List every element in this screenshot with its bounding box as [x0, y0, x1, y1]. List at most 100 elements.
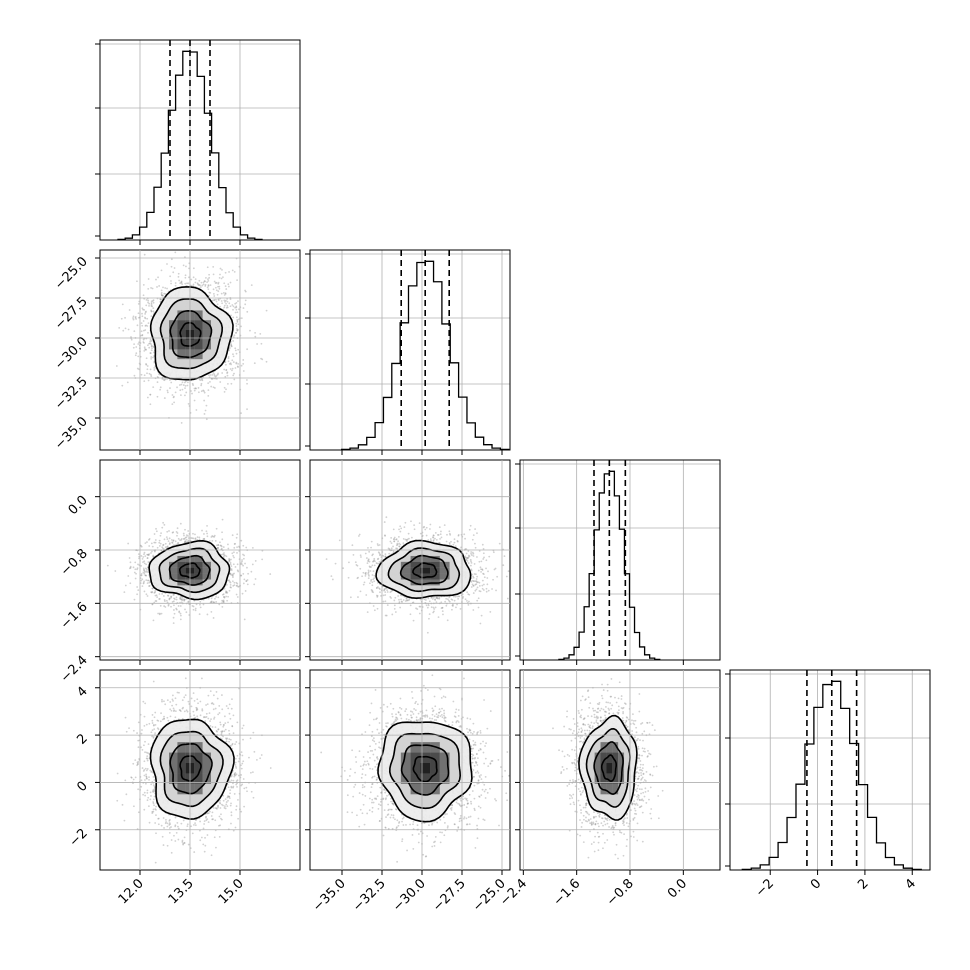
sample-point [206, 281, 209, 284]
density-cell [169, 320, 178, 330]
sample-point [207, 284, 210, 286]
sample-point [199, 606, 202, 609]
sample-point [217, 544, 220, 547]
sample-point [159, 298, 162, 301]
sample-point [230, 345, 233, 347]
sample-point [233, 584, 236, 587]
sample-point [176, 532, 179, 534]
sample-point [163, 397, 166, 399]
sample-point [166, 594, 169, 597]
sample-point [203, 280, 206, 282]
contour-line [179, 322, 202, 347]
sample-point [151, 591, 154, 593]
sample-point [192, 283, 195, 286]
sample-point [150, 542, 153, 545]
sample-point [180, 595, 183, 598]
sample-point [170, 280, 172, 282]
sample-point [154, 594, 157, 597]
sample-point [149, 393, 152, 396]
sample-point [148, 538, 150, 541]
sample-point [163, 598, 166, 601]
sample-point [213, 373, 216, 376]
sample-point [160, 293, 163, 295]
sample-point [242, 564, 244, 567]
sample-point [143, 374, 146, 377]
sample-point [214, 597, 216, 600]
sample-point [199, 600, 202, 603]
sample-point [222, 276, 224, 279]
sample-point [133, 598, 136, 601]
sample-point [137, 316, 140, 319]
sample-point [216, 547, 219, 550]
sample-point [194, 609, 197, 612]
sample-point [146, 557, 149, 560]
sample-point [232, 585, 235, 587]
sample-point [225, 591, 227, 594]
sample-point [150, 300, 153, 303]
sample-point [224, 292, 227, 295]
sample-point [202, 538, 205, 541]
sample-point [223, 304, 226, 307]
sample-point [147, 554, 150, 557]
sample-point [151, 603, 154, 606]
sample-point [145, 363, 148, 366]
sample-point [145, 304, 148, 307]
sample-point [170, 595, 173, 598]
sample-point [146, 553, 149, 556]
sample-point [179, 597, 182, 600]
sample-point [232, 563, 235, 566]
sample-point [150, 315, 153, 317]
sample-point [224, 554, 226, 557]
sample-point [146, 541, 148, 543]
sample-point [145, 579, 148, 581]
sample-point [146, 317, 149, 320]
sample-point [249, 329, 251, 332]
sample-point [253, 362, 256, 365]
sample-point [156, 381, 159, 384]
sample-point [156, 596, 159, 598]
sample-point [207, 294, 210, 297]
sample-point [202, 389, 205, 392]
sample-point [221, 268, 223, 271]
sample-point [193, 387, 196, 390]
sample-point [146, 372, 148, 375]
sample-point [223, 596, 225, 598]
sample-point [144, 542, 147, 545]
sample-point [232, 576, 234, 579]
sample-point [232, 353, 234, 356]
sample-point [232, 308, 234, 311]
sample-point [235, 301, 238, 304]
sample-point [201, 284, 204, 287]
sample-point [159, 534, 162, 537]
sample-point [137, 563, 139, 566]
sample-point [218, 276, 221, 279]
sample-point [215, 298, 217, 301]
sample-point [144, 574, 147, 577]
sample-point [261, 358, 264, 361]
sample-point [233, 546, 236, 549]
sample-point [179, 522, 182, 525]
sample-point [229, 561, 232, 564]
sample-point [150, 591, 153, 594]
sample-point [174, 391, 177, 394]
sample-point [128, 309, 131, 311]
sample-point [227, 285, 230, 288]
sample-point [232, 305, 235, 308]
sample-point [150, 375, 153, 377]
sample-point [168, 597, 171, 600]
sample-point [162, 544, 164, 547]
sample-point [158, 613, 161, 616]
sample-point [236, 563, 239, 566]
sample-point [148, 538, 151, 540]
sample-point [227, 543, 229, 546]
sample-point [208, 374, 210, 377]
sample-point [172, 539, 175, 542]
sample-point [185, 611, 188, 614]
sample-point [251, 546, 254, 549]
sample-point [253, 583, 256, 586]
sample-point [225, 306, 228, 309]
sample-point [223, 368, 226, 371]
sample-point [209, 374, 212, 376]
sample-point [137, 302, 140, 305]
sample-point [192, 605, 195, 608]
